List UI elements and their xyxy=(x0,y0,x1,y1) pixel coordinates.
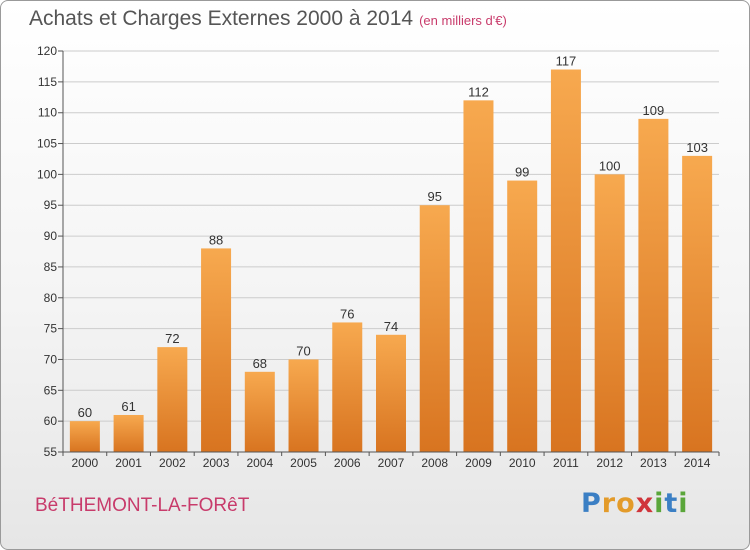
y-tick-label: 85 xyxy=(44,260,58,274)
bar xyxy=(288,359,319,452)
data-label: 100 xyxy=(599,158,621,173)
chart-title: Achats et Charges Externes 2000 à 2014 (e… xyxy=(29,7,507,31)
logo-letter: r xyxy=(601,488,617,519)
data-label: 109 xyxy=(643,103,665,118)
data-label: 72 xyxy=(165,331,179,346)
bar xyxy=(376,334,406,452)
x-tick-label: 2013 xyxy=(640,456,667,470)
bar xyxy=(113,414,144,452)
x-tick-label: 2005 xyxy=(290,456,317,470)
x-tick-label: 2002 xyxy=(159,456,186,470)
bar xyxy=(244,371,275,452)
proxiti-logo[interactable]: Proxiti xyxy=(581,488,689,519)
y-tick-label: 65 xyxy=(44,383,58,397)
bar xyxy=(332,322,363,452)
data-label: 112 xyxy=(468,84,489,99)
axes: 55 60 65 70 75 80 85 90 95 100 105 110 115 120 2000 200… xyxy=(37,44,720,470)
bar xyxy=(682,155,713,452)
bar xyxy=(201,248,232,452)
bars xyxy=(69,69,713,453)
data-label: 61 xyxy=(121,399,135,414)
x-tick-label: 2011 xyxy=(553,456,579,470)
x-tick-label: 2006 xyxy=(334,456,361,470)
data-label: 76 xyxy=(340,306,354,321)
y-tick-label: 55 xyxy=(44,445,58,459)
logo-letter: o xyxy=(616,488,636,519)
y-tick-label: 105 xyxy=(37,137,57,151)
y-tick-label: 80 xyxy=(44,291,58,305)
y-tick-label: 110 xyxy=(38,106,57,120)
y-tick-label: 115 xyxy=(38,75,57,89)
data-label: 103 xyxy=(686,140,708,155)
y-tick-label: 90 xyxy=(44,229,58,243)
y-tick-label: 75 xyxy=(44,322,58,336)
logo-letter: t xyxy=(664,488,679,519)
x-tick-label: 2010 xyxy=(509,456,536,470)
bar xyxy=(507,180,538,453)
bar xyxy=(463,100,494,452)
chart-subtitle: (en milliers d'€) xyxy=(419,13,507,28)
y-tick-label: 100 xyxy=(37,167,57,181)
x-tick-label: 2007 xyxy=(378,456,405,470)
data-label: 117 xyxy=(556,54,577,69)
bar xyxy=(594,174,625,452)
bar xyxy=(638,118,669,452)
data-label: 95 xyxy=(427,189,441,204)
data-label: 74 xyxy=(384,319,398,334)
data-label: 60 xyxy=(78,405,92,420)
data-label: 99 xyxy=(515,165,529,180)
logo-letter: i xyxy=(678,488,689,519)
x-tick-label: 2014 xyxy=(684,456,711,470)
bar xyxy=(157,347,188,452)
data-label: 70 xyxy=(296,343,310,358)
location-name: BéTHEMONT-LA-FORêT xyxy=(35,495,250,516)
bar xyxy=(69,421,100,452)
bar xyxy=(419,205,450,452)
y-tick-label: 95 xyxy=(44,198,58,212)
x-tick-label: 2012 xyxy=(596,456,623,470)
y-tick-label: 120 xyxy=(37,44,57,58)
logo-letter: x xyxy=(635,488,655,519)
data-label: 88 xyxy=(209,232,223,247)
x-tick-label: 2001 xyxy=(115,456,142,470)
title-text: Achats et Charges Externes 2000 à 2014 xyxy=(29,7,414,30)
x-tick-label: 2004 xyxy=(246,456,273,470)
x-tick-label: 2003 xyxy=(203,456,230,470)
logo-letter: i xyxy=(654,488,665,519)
y-tick-label: 70 xyxy=(44,352,58,366)
x-tick-label: 2008 xyxy=(421,456,448,470)
data-labels: 60 61 72 88 68 70 76 74 95 112 99 117 100 109 103 xyxy=(78,54,708,421)
bar xyxy=(550,69,581,452)
x-tick-label: 2009 xyxy=(465,456,492,470)
logo-letter: P xyxy=(581,488,602,519)
y-tick-label: 60 xyxy=(44,414,58,428)
data-label: 68 xyxy=(253,356,267,371)
x-tick-label: 2000 xyxy=(72,456,99,470)
